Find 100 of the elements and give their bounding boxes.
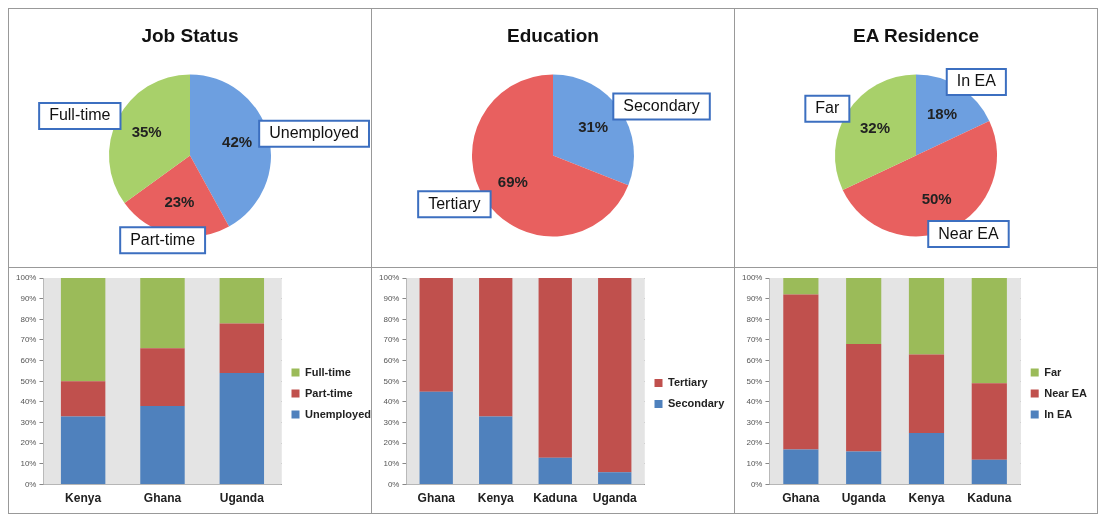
bar	[783, 278, 819, 295]
bar	[140, 348, 185, 407]
bar	[60, 381, 106, 417]
y-tick-label: 0%	[750, 479, 763, 489]
bar	[846, 278, 882, 345]
y-tick-label: 100%	[378, 273, 400, 283]
y-tick-label: 50%	[20, 376, 37, 386]
chart-title: EA Residence	[852, 24, 980, 46]
legend-label: Far	[1044, 365, 1063, 378]
bar	[538, 278, 572, 458]
y-tick-label: 80%	[20, 314, 37, 324]
y-tick-label: 60%	[383, 355, 400, 365]
chart-title: Job Status	[141, 24, 239, 46]
slice-label: Near EA	[938, 224, 1000, 242]
y-tick-label: 40%	[383, 397, 400, 407]
y-tick-label: 0%	[24, 479, 37, 489]
x-tick-label: Kenya	[65, 491, 102, 506]
slice-label: Secondary	[623, 96, 700, 114]
bar	[140, 406, 185, 485]
bar	[479, 416, 513, 485]
bar	[783, 449, 819, 485]
y-tick-label: 70%	[383, 335, 400, 345]
chart-title: Education	[507, 24, 599, 46]
slice-label: Tertiary	[428, 194, 481, 212]
y-tick-label: 0%	[387, 479, 400, 489]
y-tick-label: 90%	[746, 293, 763, 303]
slice-label: Far	[815, 99, 841, 117]
y-tick-label: 30%	[20, 417, 37, 427]
bar	[538, 457, 572, 485]
data-label: 23%	[164, 192, 195, 210]
x-tick-label: Ghana	[417, 491, 456, 506]
y-tick-label: 60%	[746, 355, 763, 365]
y-tick-label: 90%	[383, 293, 400, 303]
bar	[60, 278, 106, 382]
bar	[140, 278, 185, 349]
data-label: 31%	[578, 118, 609, 136]
y-tick-label: 10%	[383, 459, 400, 469]
y-tick-label: 30%	[383, 417, 400, 427]
legend-label: Part-time	[305, 386, 353, 399]
y-tick-label: 60%	[20, 355, 37, 365]
x-tick-label: Ghana	[143, 491, 182, 506]
legend-label: Unemployed	[305, 407, 372, 420]
bar	[971, 459, 1007, 485]
data-label: 50%	[921, 189, 952, 207]
y-tick-label: 80%	[383, 314, 400, 324]
x-tick-label: Kaduna	[967, 491, 1012, 506]
x-tick-label: Kaduna	[533, 491, 578, 506]
legend-label: Secondary	[668, 397, 726, 410]
bar	[479, 278, 513, 417]
legend-label: Full-time	[305, 365, 351, 378]
y-tick-label: 40%	[746, 397, 763, 407]
bar	[219, 373, 265, 485]
bar	[598, 278, 632, 473]
bar	[60, 416, 106, 485]
x-tick-label: Uganda	[592, 491, 638, 506]
slice-label: Unemployed	[269, 124, 359, 142]
bar	[908, 354, 945, 433]
y-tick-label: 70%	[746, 335, 763, 345]
data-label: 18%	[927, 104, 958, 122]
bar	[598, 472, 632, 485]
y-tick-label: 20%	[383, 438, 400, 448]
legend-label: Near EA	[1044, 386, 1088, 399]
y-tick-label: 100%	[15, 273, 37, 283]
bar	[219, 323, 265, 374]
bar	[419, 391, 453, 485]
y-tick-label: 90%	[20, 293, 37, 303]
slice-label: In EA	[956, 72, 997, 90]
legend-label: Tertiary	[668, 376, 709, 389]
bar	[219, 278, 265, 324]
y-tick-label: 70%	[20, 335, 37, 345]
bar	[783, 294, 819, 450]
slice-label: Part-time	[130, 230, 196, 248]
slice-label: Full-time	[49, 106, 111, 124]
y-tick-label: 50%	[383, 376, 400, 386]
y-tick-label: 20%	[746, 438, 763, 448]
x-tick-label: Uganda	[219, 491, 265, 506]
data-label: 32%	[859, 119, 890, 137]
y-tick-label: 100%	[741, 273, 763, 283]
bar	[971, 383, 1007, 460]
bar	[846, 451, 882, 485]
bar	[846, 344, 882, 452]
bar	[908, 278, 945, 355]
y-tick-label: 80%	[746, 314, 763, 324]
legend-label: In EA	[1044, 407, 1073, 420]
bar	[971, 278, 1007, 384]
x-tick-label: Kenya	[477, 491, 515, 506]
x-tick-label: Kenya	[908, 491, 945, 506]
data-label: 42%	[222, 133, 253, 151]
bar	[419, 278, 453, 392]
y-tick-label: 50%	[746, 376, 763, 386]
x-tick-label: Ghana	[782, 491, 820, 506]
y-tick-label: 10%	[20, 459, 37, 469]
data-label: 35%	[131, 123, 162, 141]
y-tick-label: 10%	[746, 459, 763, 469]
y-tick-label: 20%	[20, 438, 37, 448]
y-tick-label: 30%	[746, 417, 763, 427]
x-tick-label: Uganda	[841, 491, 886, 506]
data-label: 69%	[497, 172, 528, 190]
bar	[908, 432, 945, 485]
y-tick-label: 40%	[20, 397, 37, 407]
